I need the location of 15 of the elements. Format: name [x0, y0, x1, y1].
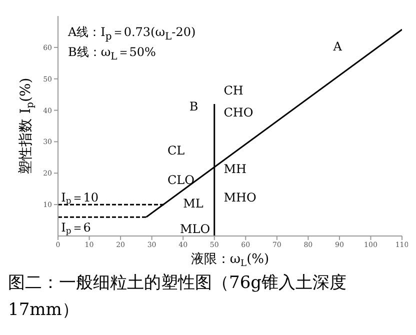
- annotation: B线：ω$_{L}$＝50%: [68, 44, 156, 62]
- annotation: A线：I$_{p}$＝0.73(ω$_{L}$-20): [68, 24, 196, 42]
- annotation: B: [189, 99, 198, 114]
- annotation: I$_{p}$＝6: [61, 220, 91, 236]
- annotation: CH: [224, 84, 244, 98]
- annotation: MH: [224, 162, 247, 176]
- x-axis-title: 液限：ω$_{L}$(%): [190, 252, 270, 269]
- annotation: CLO: [167, 173, 195, 188]
- annotation: MHO: [224, 190, 256, 204]
- annotation: MLO: [180, 222, 210, 236]
- annotation: ML: [183, 196, 204, 211]
- annotation: CHO: [224, 106, 254, 120]
- text: 图二：一般细粒土的塑性图（76g锥入土深度17mm）: [8, 272, 348, 322]
- annotation: A: [332, 40, 342, 54]
- annotation: CL: [167, 143, 185, 158]
